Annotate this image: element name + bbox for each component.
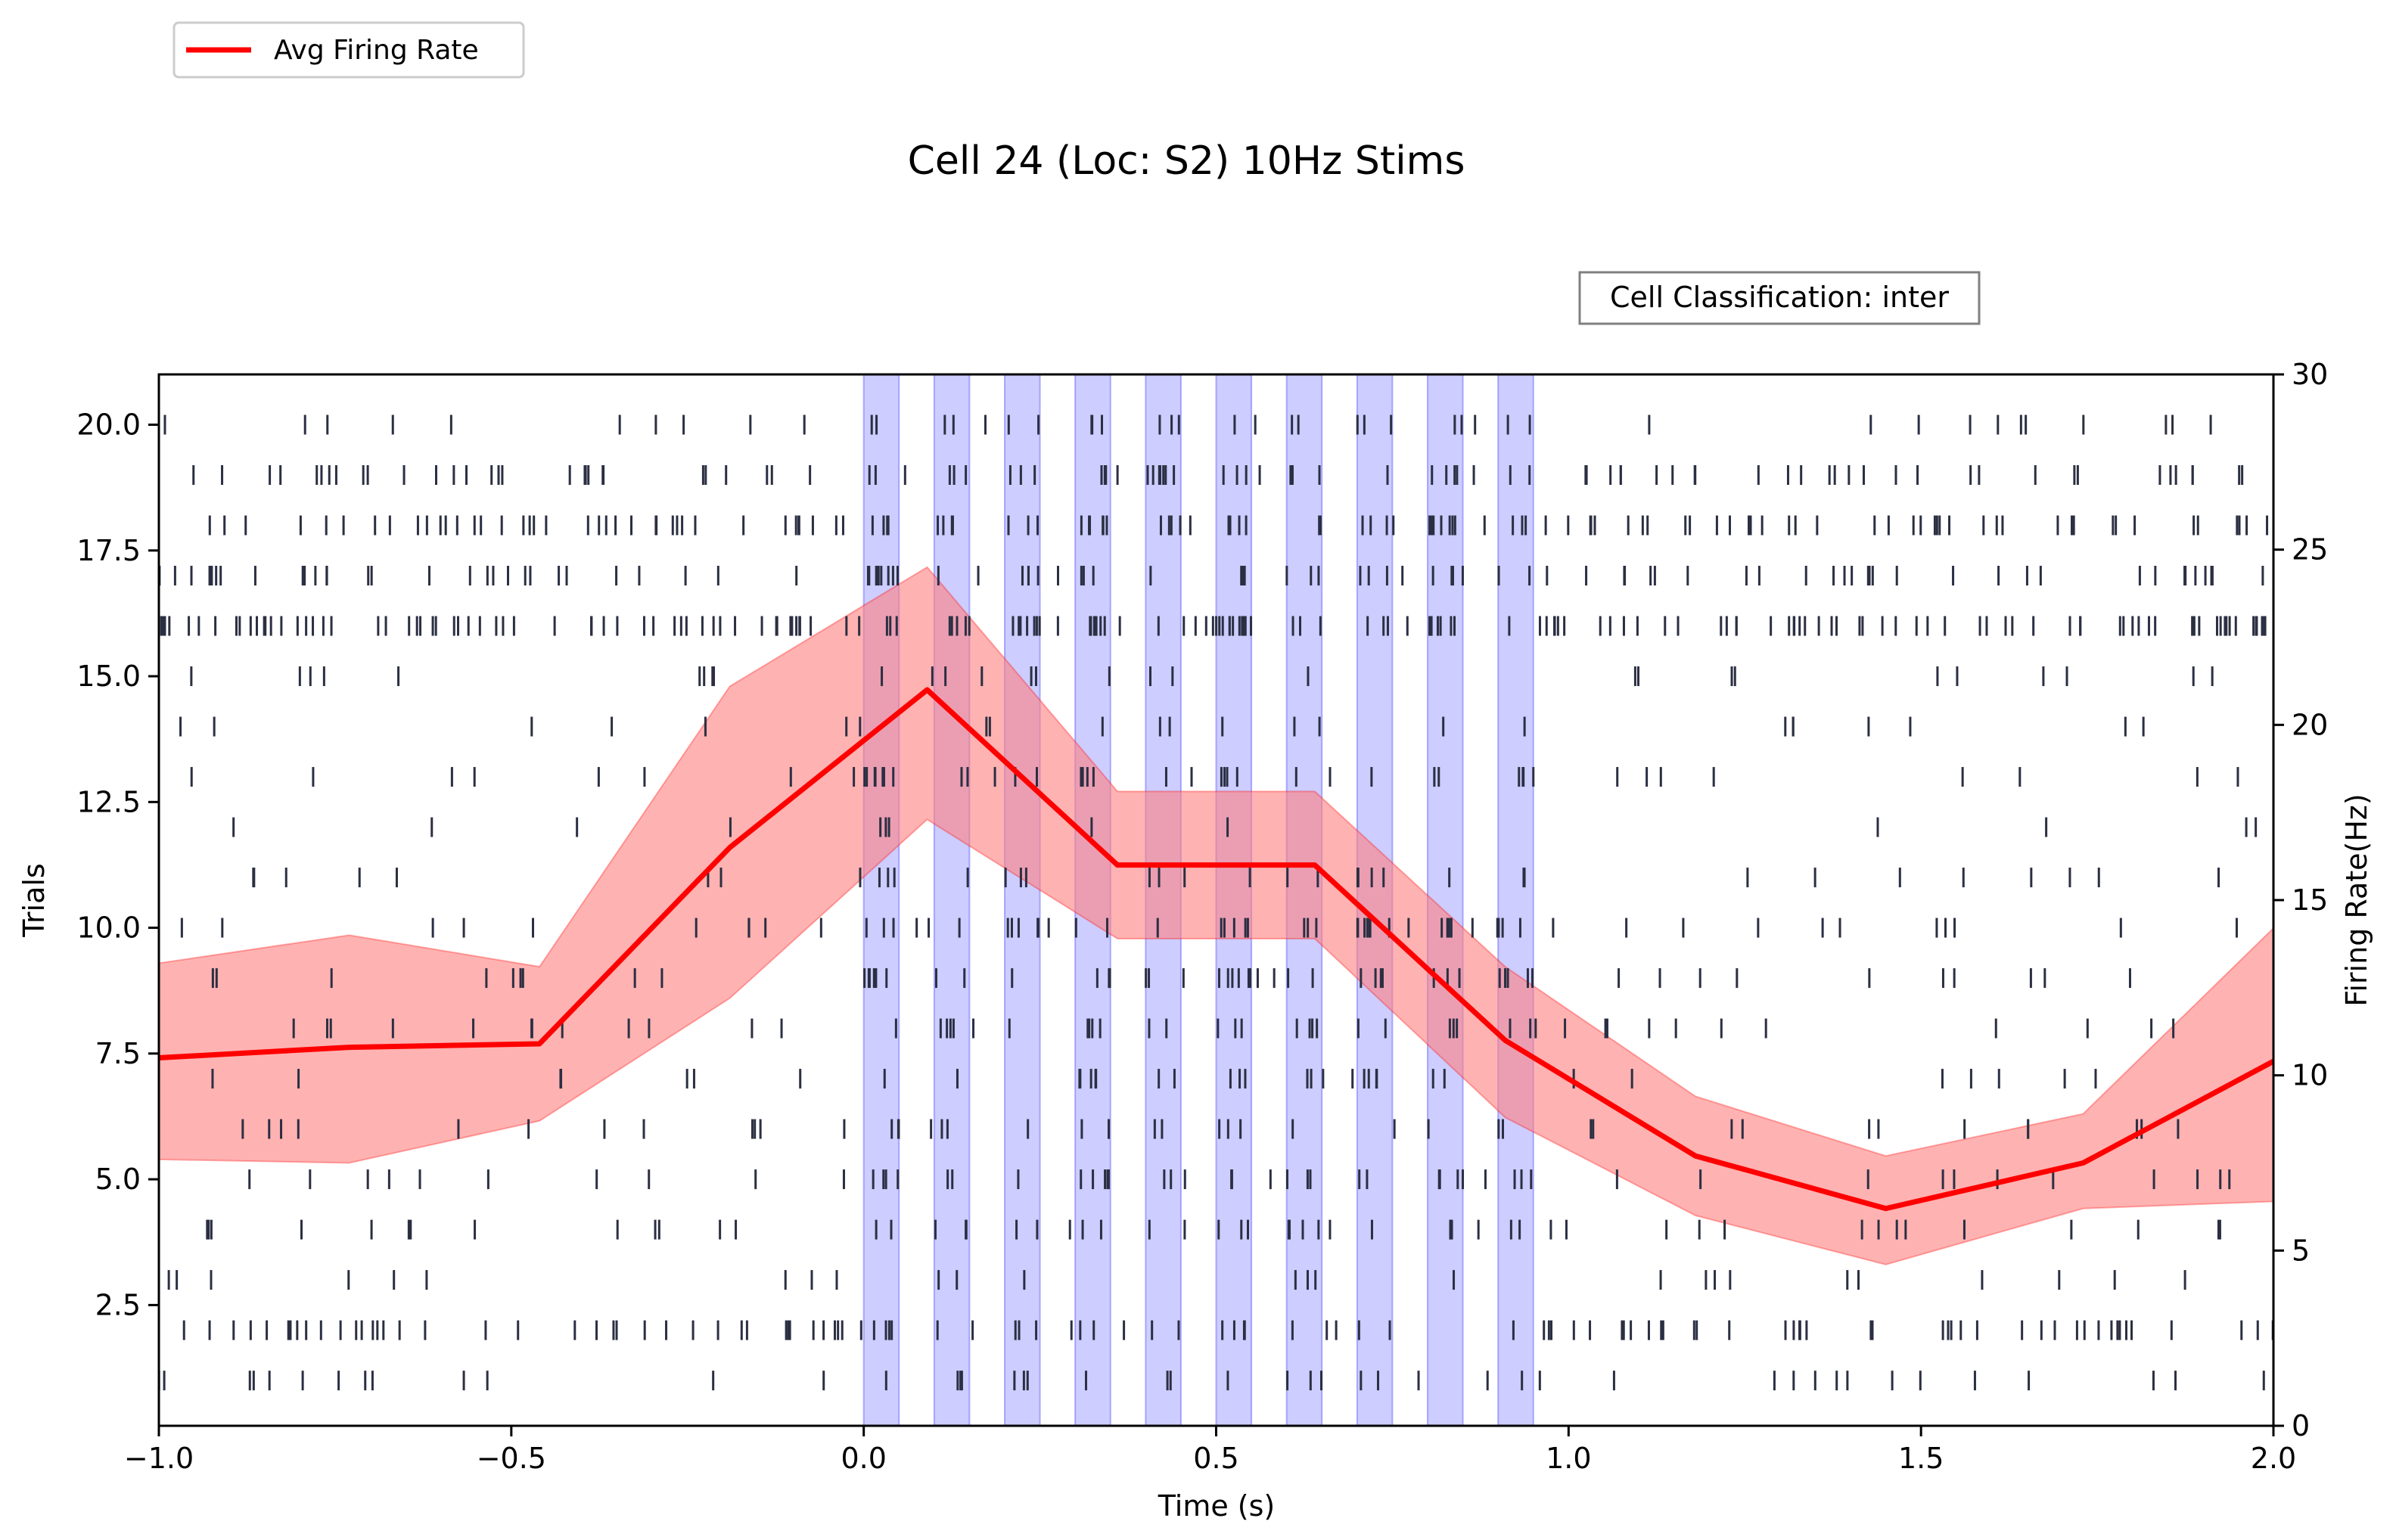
y-right-tick-label: 25	[2292, 533, 2328, 567]
y-axis-right: 0 5 10 15 20 25 30	[2273, 358, 2328, 1442]
y-left-tick-label: 10.0	[76, 911, 141, 945]
y-left-tick-label: 7.5	[95, 1037, 141, 1070]
x-tick-label: 2.0	[2251, 1442, 2296, 1475]
y-left-tick-label: 20.0	[76, 408, 141, 442]
annotation-box	[1578, 271, 1981, 325]
y-axis-left-label: Trials	[17, 863, 51, 937]
stimulus-window	[862, 374, 900, 1427]
y-right-tick-label: 20	[2292, 708, 2328, 741]
y-left-tick-label: 2.5	[95, 1288, 141, 1321]
legend-label: Avg Firing Rate	[274, 35, 479, 66]
x-tick-label: 0.5	[1193, 1442, 1238, 1475]
y-left-tick-label: 15.0	[76, 660, 141, 693]
y-right-tick-label: 30	[2292, 358, 2328, 391]
firing-rate-line	[158, 687, 2275, 1212]
x-tick-label: 0.0	[841, 1442, 886, 1475]
classification-annotation: Cell Classification: inter	[1578, 271, 1981, 325]
x-tick-label: −1.0	[124, 1442, 194, 1475]
x-tick-label: 1.5	[1898, 1442, 1944, 1475]
y-right-tick-label: 15	[2292, 883, 2328, 917]
x-tick-label: −0.5	[477, 1442, 546, 1475]
legend-box	[172, 21, 525, 79]
legend: Avg Firing Rate	[172, 21, 525, 79]
spike-raster	[157, 414, 2274, 1391]
y-axis-left: 2.5 5.0 7.5 10.0 12.5 15.0 17.5 20.0	[76, 408, 159, 1321]
y-left-tick-label: 17.5	[76, 534, 141, 567]
stimulus-window	[1004, 374, 1041, 1427]
y-right-tick-label: 5	[2292, 1234, 2310, 1267]
x-tick-label: 1.0	[1546, 1442, 1591, 1475]
y-left-tick-label: 12.5	[76, 785, 141, 818]
y-right-tick-label: 0	[2292, 1409, 2310, 1442]
annotation-text: Cell Classification: inter	[1610, 281, 1949, 314]
firing-rate-line-group	[158, 687, 2275, 1212]
x-axis: −1.0 −0.5 0.0 0.5 1.0 1.5 2.0	[124, 1426, 2296, 1475]
y-right-tick-label: 10	[2292, 1059, 2328, 1092]
y-axis-right-label: Firing Rate(Hz)	[2340, 793, 2373, 1006]
x-axis-label: Time (s)	[1158, 1489, 1276, 1523]
chart-title: Cell 24 (Loc: S2) 10Hz Stims	[908, 138, 1465, 184]
y-left-tick-label: 5.0	[95, 1163, 141, 1196]
stimulus-window	[1497, 374, 1534, 1427]
